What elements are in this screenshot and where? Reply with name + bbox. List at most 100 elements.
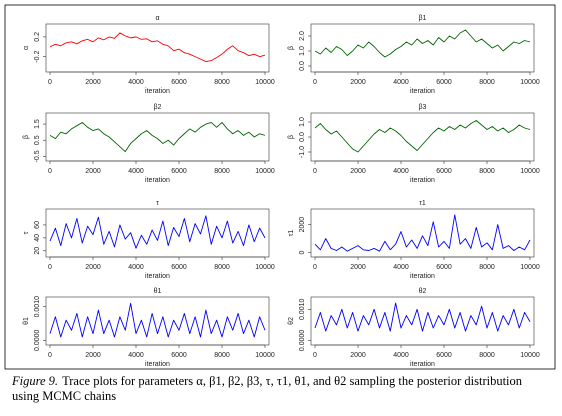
x-tick-label: 6000 — [436, 264, 452, 271]
x-tick-label: 4000 — [128, 352, 144, 359]
caption: Figure 9. Trace plots for parameters α, β… — [12, 374, 552, 404]
x-tick-label: 0 — [48, 79, 52, 86]
x-tick-label: 10000 — [255, 352, 275, 359]
panel-title: β2 — [154, 104, 162, 111]
x-tick-label: 0 — [313, 168, 317, 175]
x-tick-label: 2000 — [350, 79, 366, 86]
x-tick-label: 10000 — [255, 79, 275, 86]
trace-line — [314, 302, 531, 332]
x-tick-label: 0 — [313, 264, 317, 271]
x-tick-label: 4000 — [128, 79, 144, 86]
x-tick-label: 8000 — [479, 264, 495, 271]
y-tick-label: 0.0010 — [34, 296, 41, 318]
x-tick-label: 10000 — [520, 79, 540, 86]
panel-title: β3 — [419, 104, 427, 111]
panel-title: β1 — [419, 15, 427, 22]
x-tick-label: 0 — [313, 352, 317, 359]
x-tick-label: 8000 — [214, 352, 230, 359]
panel-title: τ1 — [419, 200, 426, 207]
x-tick-label: 2000 — [85, 264, 101, 271]
panel-title: τ — [156, 200, 159, 207]
x-tick-label: 6000 — [436, 168, 452, 175]
y-tick-label: 0 — [299, 251, 306, 255]
trace-line — [49, 302, 266, 338]
plot-frame — [310, 296, 535, 346]
y-axis-label: θ2 — [288, 317, 295, 325]
y-tick-label: 1.5 — [34, 119, 41, 129]
x-tick-label: 10000 — [520, 264, 540, 271]
y-tick-label: 0.5 — [34, 135, 41, 145]
x-tick-label: 10000 — [520, 352, 540, 359]
y-axis-label: α — [23, 46, 30, 50]
y-axis-label: β — [288, 135, 295, 139]
x-tick-label: 6000 — [436, 352, 452, 359]
x-tick-label: 4000 — [128, 264, 144, 271]
x-axis-label: iteration — [145, 88, 170, 95]
y-tick-label: 2.0 — [299, 31, 306, 41]
x-tick-label: 2000 — [85, 352, 101, 359]
x-tick-label: 8000 — [479, 79, 495, 86]
x-axis-label: iteration — [145, 273, 170, 280]
y-axis-label: β — [288, 46, 295, 50]
x-tick-label: 4000 — [393, 352, 409, 359]
y-tick-label: 1.0 — [299, 46, 306, 56]
x-axis-label: iteration — [145, 361, 170, 368]
y-axis-label: τ — [23, 231, 30, 234]
x-axis-label: iteration — [410, 361, 435, 368]
trace-line — [314, 120, 531, 153]
x-tick-label: 6000 — [436, 79, 452, 86]
plot-frame — [310, 208, 535, 258]
y-tick-label: 60 — [34, 221, 41, 229]
x-tick-label: 10000 — [255, 168, 275, 175]
panel-title: θ2 — [419, 288, 427, 295]
y-tick-label: 0.2 — [34, 32, 41, 42]
x-tick-label: 4000 — [393, 264, 409, 271]
x-tick-label: 6000 — [171, 79, 187, 86]
x-tick-label: 2000 — [350, 264, 366, 271]
caption-text: Trace plots for parameters α, β1, β2, β3… — [12, 374, 523, 403]
x-tick-label: 2000 — [350, 168, 366, 175]
x-tick-label: 0 — [48, 168, 52, 175]
x-tick-label: 0 — [48, 264, 52, 271]
x-tick-label: 4000 — [393, 168, 409, 175]
y-tick-label: 0.0000 — [34, 330, 41, 352]
panel-title: α — [155, 15, 159, 22]
y-tick-label: 2000 — [299, 217, 306, 233]
panel-title: θ1 — [154, 288, 162, 295]
x-tick-label: 8000 — [479, 352, 495, 359]
y-tick-label: 0.0 — [299, 132, 306, 142]
y-tick-label: 1.0 — [299, 117, 306, 127]
y-tick-label: 0.0010 — [299, 299, 306, 321]
x-tick-label: 8000 — [214, 168, 230, 175]
x-tick-label: 6000 — [171, 352, 187, 359]
x-tick-label: 4000 — [128, 168, 144, 175]
x-tick-label: 0 — [48, 352, 52, 359]
plot-frame — [45, 112, 270, 162]
y-axis-label: θ1 — [23, 317, 30, 325]
y-tick-label: 0.0 — [299, 61, 306, 71]
trace-line — [314, 214, 531, 252]
y-axis-label: τ1 — [288, 230, 295, 237]
y-axis-label: β — [23, 135, 30, 139]
trace-line — [49, 32, 266, 63]
x-tick-label: 2000 — [85, 168, 101, 175]
y-tick-label: -0.5 — [34, 150, 41, 162]
figure-frame — [4, 4, 556, 370]
x-tick-label: 2000 — [85, 79, 101, 86]
x-axis-label: iteration — [410, 88, 435, 95]
x-tick-label: 4000 — [393, 79, 409, 86]
x-tick-label: 6000 — [171, 264, 187, 271]
x-tick-label: 6000 — [171, 168, 187, 175]
x-tick-label: 8000 — [479, 168, 495, 175]
x-tick-label: 2000 — [350, 352, 366, 359]
x-tick-label: 8000 — [214, 79, 230, 86]
y-tick-label: -0.2 — [34, 51, 41, 63]
y-tick-label: -1.0 — [299, 146, 306, 158]
x-tick-label: 8000 — [214, 264, 230, 271]
y-tick-label: 40 — [34, 234, 41, 242]
plot-frame — [45, 208, 270, 258]
trace-line — [49, 122, 266, 152]
x-axis-label: iteration — [410, 273, 435, 280]
